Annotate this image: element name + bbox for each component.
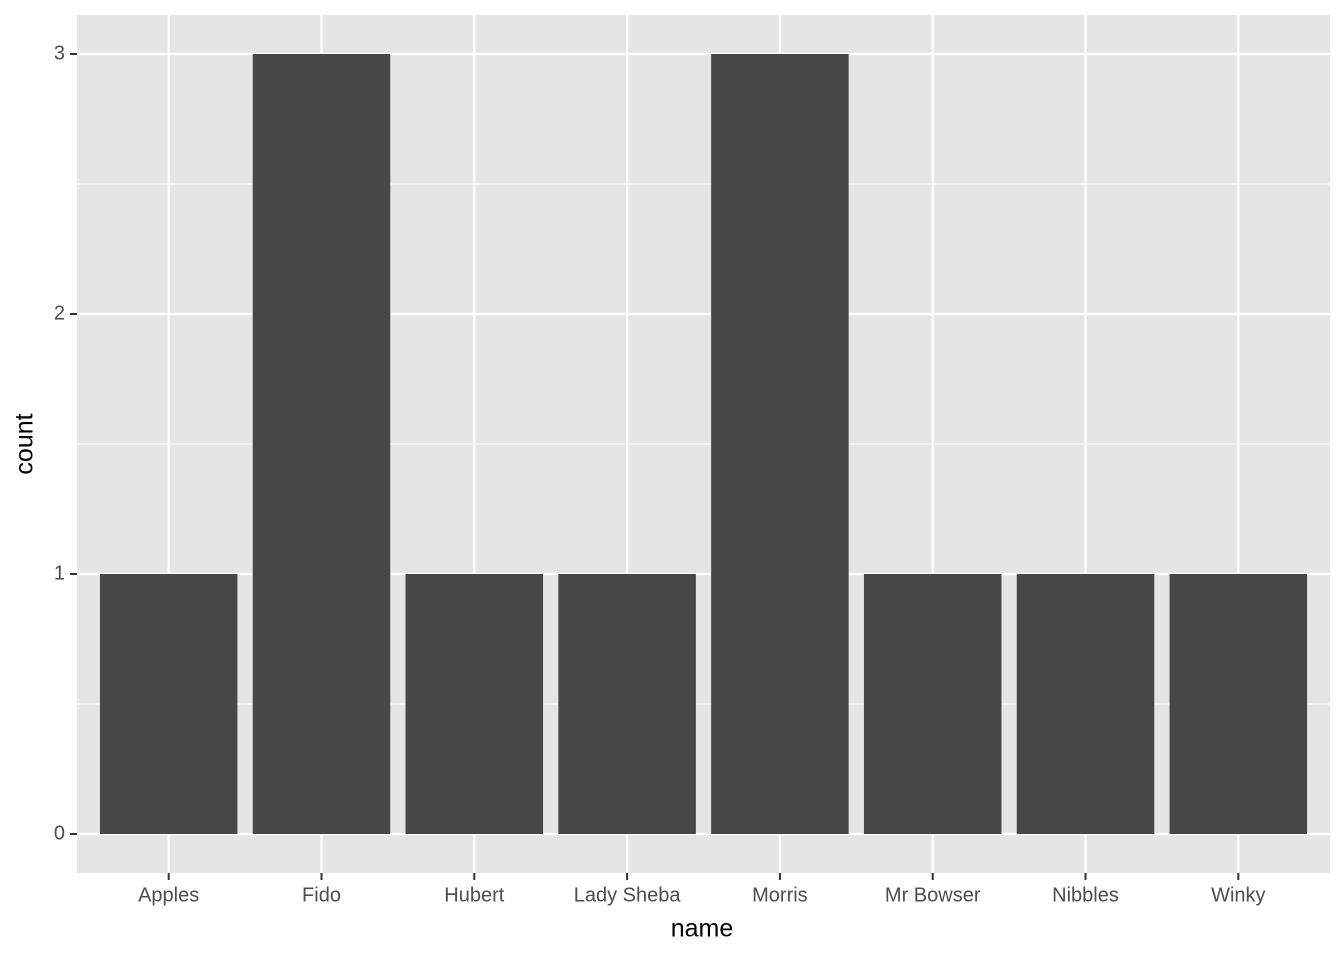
bar: [405, 574, 544, 834]
bar: [99, 574, 238, 834]
x-tick-label: Fido: [302, 884, 341, 906]
y-axis-title: count: [11, 413, 39, 474]
x-tick-label: Lady Sheba: [574, 884, 682, 906]
x-tick-label: Winky: [1211, 884, 1265, 906]
x-axis-title: name: [671, 915, 734, 943]
bar: [558, 574, 696, 834]
y-tick-label: 2: [54, 302, 65, 324]
x-tick-label: Mr Bowser: [885, 884, 981, 906]
bar: [252, 54, 391, 834]
y-tick-label: 3: [54, 42, 65, 64]
x-tick-label: Nibbles: [1052, 884, 1119, 906]
y-tick-label: 1: [54, 562, 65, 584]
bar: [1169, 574, 1308, 834]
x-tick-label: Apples: [138, 884, 199, 906]
bar: [1016, 574, 1155, 834]
bar: [711, 54, 849, 834]
bar: [863, 574, 1002, 834]
x-tick-label: Hubert: [444, 884, 504, 906]
y-tick-label: 0: [54, 822, 65, 844]
x-tick-label: Morris: [752, 884, 808, 906]
